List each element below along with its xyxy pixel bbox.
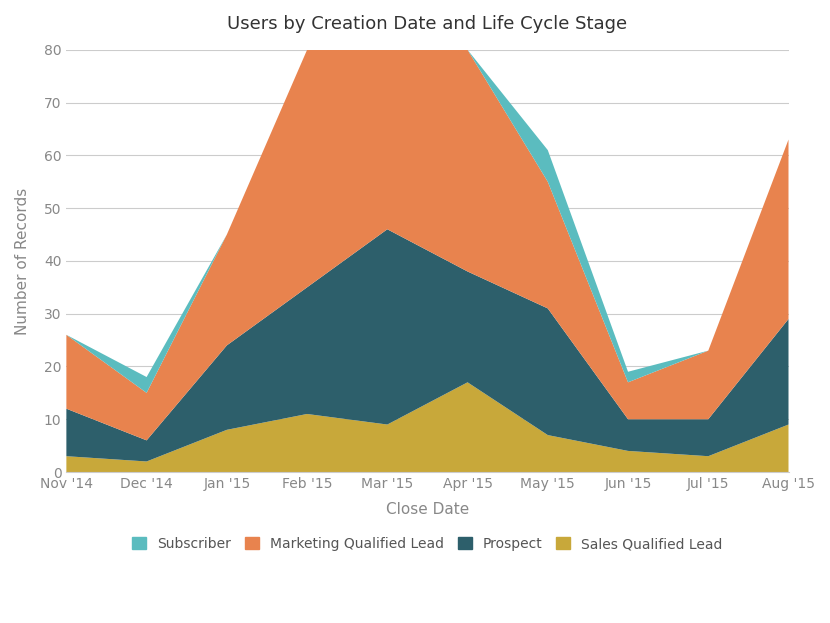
X-axis label: Close Date: Close Date bbox=[386, 502, 469, 517]
Legend: Subscriber, Marketing Qualified Lead, Prospect, Sales Qualified Lead: Subscriber, Marketing Qualified Lead, Pr… bbox=[125, 530, 730, 558]
Y-axis label: Number of Records: Number of Records bbox=[15, 188, 30, 335]
Title: Users by Creation Date and Life Cycle Stage: Users by Creation Date and Life Cycle St… bbox=[227, 15, 627, 33]
